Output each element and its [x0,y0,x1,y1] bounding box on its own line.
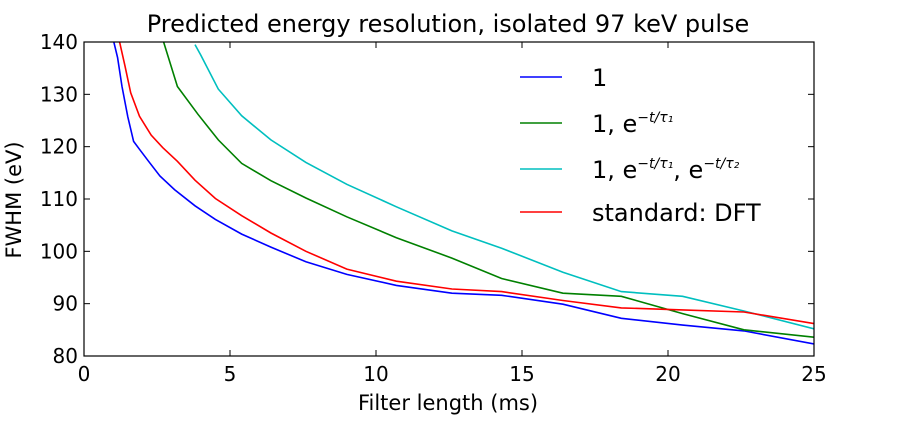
x-tick-label: 15 [509,362,534,386]
x-tick-label: 0 [78,362,91,386]
legend-label-2: 1, e−t/τ₁, e−t/τ₂ [592,156,740,184]
x-axis-label: Filter length (ms) [358,391,538,415]
y-axis-label: FWHM (eV) [2,141,26,258]
series-layer [113,42,814,345]
x-tick-label: 20 [655,362,680,386]
legend-label-0: 1 [592,64,607,92]
plot-frame [83,41,815,357]
y-tick-label: 90 [53,292,78,316]
legend: 1 1, e−t/τ₁ 1, e−t/τ₁, e−t/τ₂ standard: DFT [520,64,761,227]
y-tick-label: 130 [40,82,78,106]
y-tick-label: 110 [40,187,78,211]
x-tick-label: 5 [224,362,237,386]
legend-label-1: 1, e−t/τ₁ [592,110,673,138]
series-line-1 [162,42,814,338]
x-tick-label: 25 [801,362,826,386]
y-tick-label: 80 [53,344,78,368]
y-tick-label: 100 [40,239,78,263]
y-tick-label: 140 [40,30,78,54]
series-line-2 [194,44,814,330]
chart-title: Predicted energy resolution, isolated 97… [147,10,750,38]
x-tick-label: 10 [363,362,388,386]
series-line-3 [118,42,814,325]
y-tick-label: 120 [40,135,78,159]
legend-label-3: standard: DFT [592,199,761,227]
ticks-layer: 0 5 10 15 20 25 80 90 100 110 120 130 140 [40,30,827,386]
series-line-0 [113,42,814,345]
